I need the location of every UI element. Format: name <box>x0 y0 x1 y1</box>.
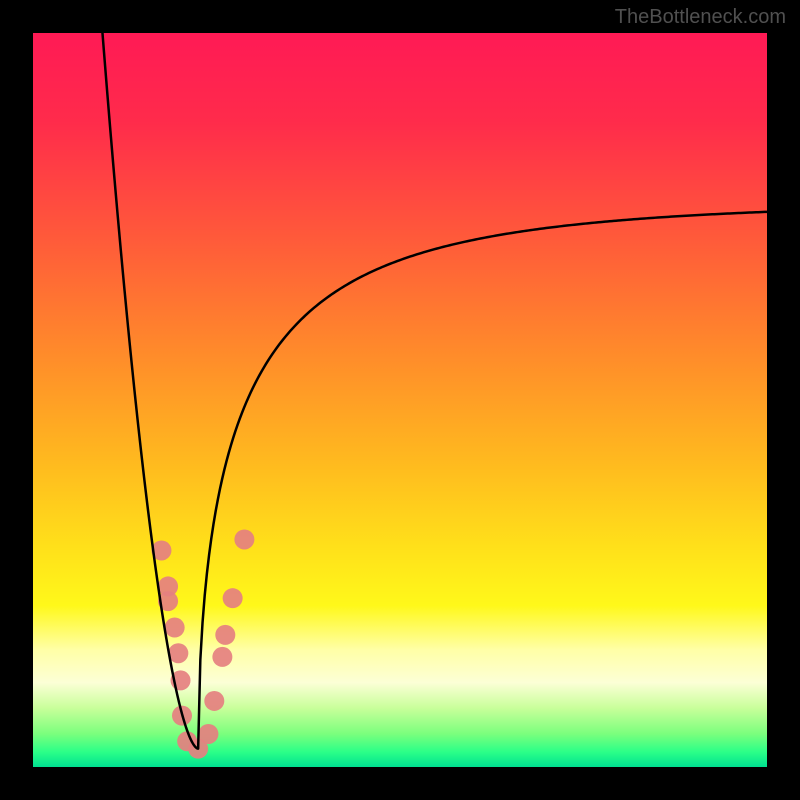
data-marker <box>204 691 224 711</box>
chart-svg <box>0 0 800 800</box>
data-marker <box>165 618 185 638</box>
data-marker <box>215 625 235 645</box>
watermark-label: TheBottleneck.com <box>615 6 786 29</box>
data-marker <box>234 529 254 549</box>
bottleneck-chart: TheBottleneck.com <box>0 0 800 800</box>
plot-gradient-background <box>33 33 767 767</box>
data-marker <box>212 647 232 667</box>
data-marker <box>198 724 218 744</box>
data-marker <box>223 588 243 608</box>
